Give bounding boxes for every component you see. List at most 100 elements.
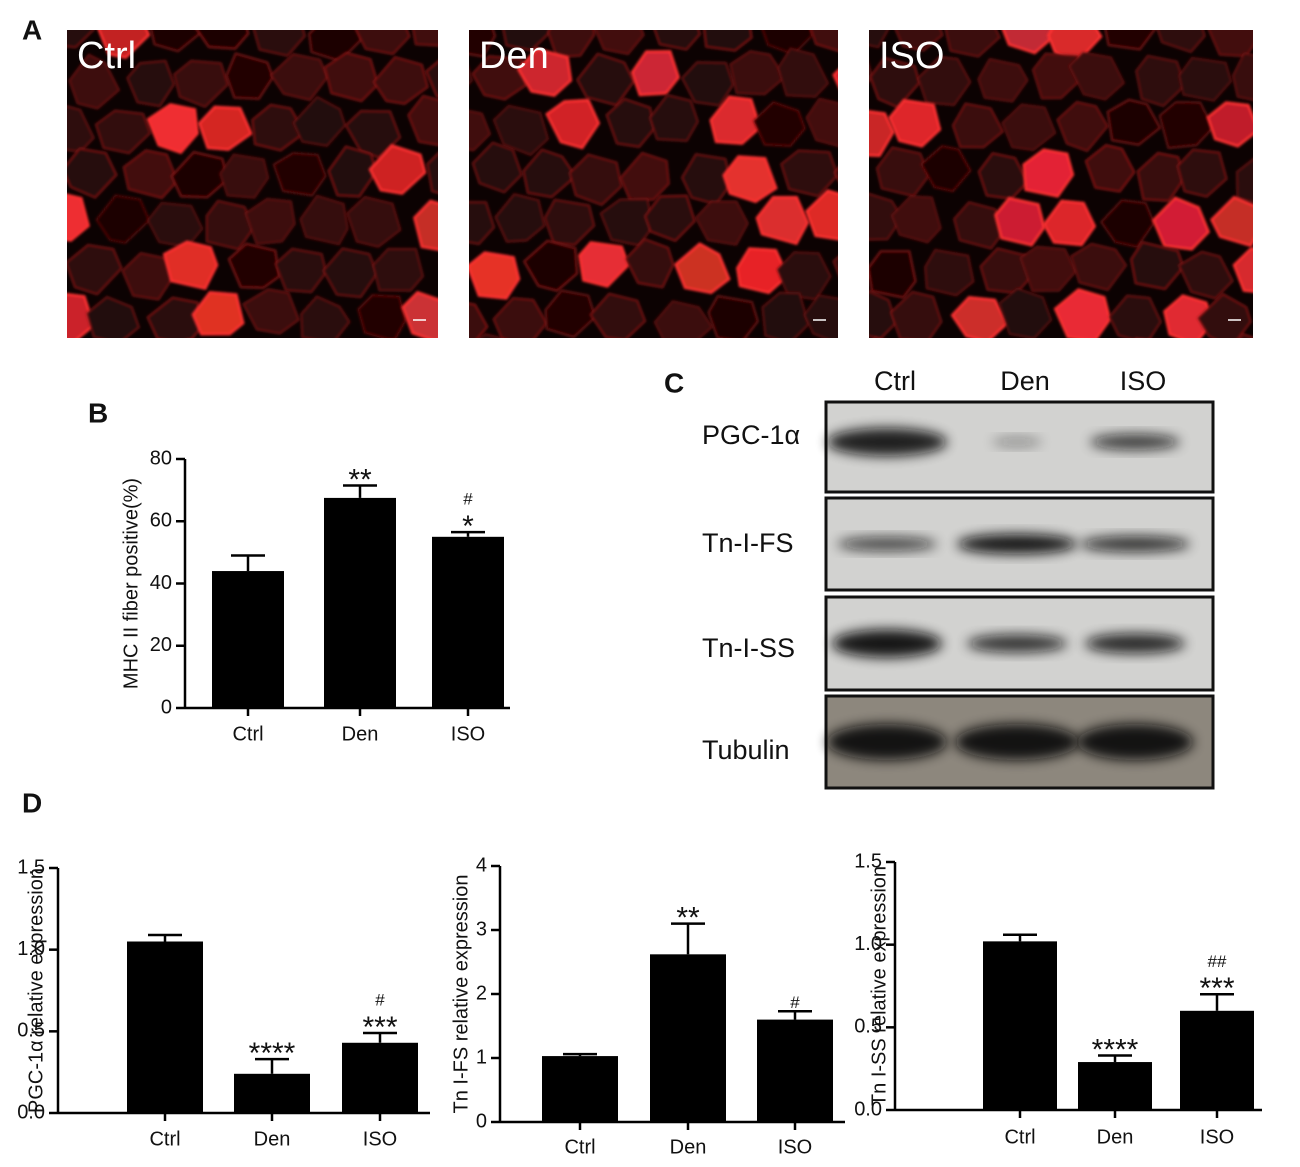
error-bar bbox=[1003, 933, 1037, 942]
muscle-fiber bbox=[755, 195, 810, 246]
muscle-fiber bbox=[730, 339, 776, 382]
bar bbox=[342, 1042, 418, 1113]
muscle-fiber bbox=[122, 149, 179, 200]
muscle-fiber bbox=[648, 93, 699, 142]
muscle-fiber bbox=[1099, 199, 1156, 248]
muscle-fiber bbox=[67, 164, 73, 183]
y-tick-label: 0.0 bbox=[17, 1101, 45, 1123]
lane-label: ISO bbox=[1120, 366, 1167, 396]
y-tick-label: 1.0 bbox=[17, 938, 45, 960]
significance-stars: *** bbox=[362, 1011, 397, 1044]
muscle-fiber bbox=[219, 349, 267, 395]
x-tick-label: ISO bbox=[451, 723, 485, 745]
muscle-fiber bbox=[345, 195, 402, 248]
muscle-fiber bbox=[944, 30, 1001, 58]
y-tick-label: 4 bbox=[476, 854, 487, 876]
muscle-fiber bbox=[494, 193, 546, 243]
muscle-fiber bbox=[424, 0, 479, 13]
muscle-fiber bbox=[327, 340, 378, 383]
muscle-fiber bbox=[951, 102, 1005, 149]
muscle-fiber bbox=[568, 342, 620, 388]
y-tick-label: 60 bbox=[150, 510, 172, 532]
error-bar bbox=[1200, 993, 1234, 1011]
muscle-fiber bbox=[473, 0, 521, 11]
muscle-fiber bbox=[889, 290, 943, 338]
muscle-fiber bbox=[703, 30, 753, 52]
x-tick-label: ISO bbox=[363, 1128, 397, 1150]
blot-band bbox=[1085, 633, 1185, 654]
bar bbox=[757, 1019, 833, 1122]
significance-hash: ## bbox=[1208, 952, 1227, 971]
muscle-fiber bbox=[684, 0, 734, 4]
bar bbox=[542, 1056, 618, 1122]
significance-hash: # bbox=[463, 490, 473, 509]
muscle-fiber bbox=[162, 240, 219, 291]
muscle-fiber bbox=[1257, 5, 1300, 55]
bar bbox=[212, 571, 284, 708]
significance-stars: ** bbox=[348, 463, 372, 496]
muscle-fiber bbox=[1284, 340, 1300, 382]
muscle-fiber bbox=[67, 147, 118, 199]
muscle-fiber bbox=[1294, 146, 1300, 195]
blot-band bbox=[1077, 724, 1193, 760]
muscle-fiber bbox=[1136, 151, 1186, 202]
muscle-fiber bbox=[707, 294, 759, 338]
muscle-fiber bbox=[300, 295, 351, 338]
muscle-fiber bbox=[926, 346, 978, 395]
muscle-fiber bbox=[242, 288, 300, 335]
error-bar bbox=[563, 1052, 597, 1057]
y-tick-label: 1 bbox=[476, 1046, 487, 1068]
muscle-fiber bbox=[1240, 0, 1289, 3]
muscle-fiber bbox=[818, 0, 872, 6]
muscle-fiber bbox=[67, 293, 96, 338]
panel-label: C bbox=[664, 367, 684, 398]
y-tick-label: 0 bbox=[476, 1110, 487, 1132]
muscle-fiber bbox=[146, 103, 199, 155]
muscle-fiber bbox=[1231, 52, 1253, 102]
muscle-fiber bbox=[752, 101, 807, 148]
muscle-fiber bbox=[869, 110, 895, 157]
y-tick-label: 0.5 bbox=[17, 1020, 45, 1042]
blot-row-label: PGC-1α bbox=[702, 420, 800, 450]
blot-band bbox=[992, 437, 1042, 447]
bar bbox=[1180, 1010, 1254, 1110]
muscle-fiber bbox=[869, 290, 898, 338]
muscle-fiber bbox=[1104, 30, 1156, 51]
muscle-fiber bbox=[950, 295, 1009, 338]
bar bbox=[432, 536, 504, 708]
muscle-fiber bbox=[810, 345, 861, 393]
muscle-fiber bbox=[1106, 98, 1162, 146]
muscle-fiber bbox=[1151, 196, 1211, 251]
muscle-fiber bbox=[680, 347, 734, 391]
muscle-fiber bbox=[219, 153, 270, 199]
muscle-fiber bbox=[1263, 106, 1300, 152]
muscle-fiber bbox=[23, 347, 74, 392]
blot-band bbox=[955, 724, 1079, 760]
muscle-fiber bbox=[469, 109, 492, 152]
significance-stars: **** bbox=[249, 1037, 296, 1070]
y-tick-label: 1.0 bbox=[854, 933, 882, 955]
muscle-fiber bbox=[522, 345, 570, 390]
muscle-fiber bbox=[95, 194, 151, 244]
significance-stars: **** bbox=[1092, 1033, 1139, 1066]
muscle-fiber bbox=[522, 148, 577, 199]
muscle-fiber bbox=[292, 95, 347, 147]
error-bar bbox=[255, 1057, 289, 1074]
muscle-fiber bbox=[68, 53, 121, 110]
x-tick-label: Ctrl bbox=[232, 723, 263, 745]
muscle-fiber bbox=[1078, 0, 1126, 10]
muscle-fiber bbox=[273, 0, 326, 2]
muscle-fiber bbox=[869, 30, 890, 49]
muscle-fiber bbox=[924, 248, 975, 297]
y-axis-label: Tn I-SS relative expression bbox=[868, 866, 890, 1106]
muscle-fiber bbox=[272, 152, 327, 197]
muscle-fiber bbox=[416, 343, 465, 390]
muscle-fiber bbox=[729, 50, 787, 96]
blot-row-label: Tn-I-SS bbox=[702, 633, 795, 663]
muscle-fiber bbox=[115, 0, 165, 6]
x-tick-label: Den bbox=[342, 723, 379, 745]
muscle-fiber bbox=[994, 196, 1046, 247]
muscle-fiber bbox=[471, 141, 523, 194]
muscle-fiber bbox=[543, 198, 596, 246]
muscle-fiber bbox=[197, 105, 253, 151]
